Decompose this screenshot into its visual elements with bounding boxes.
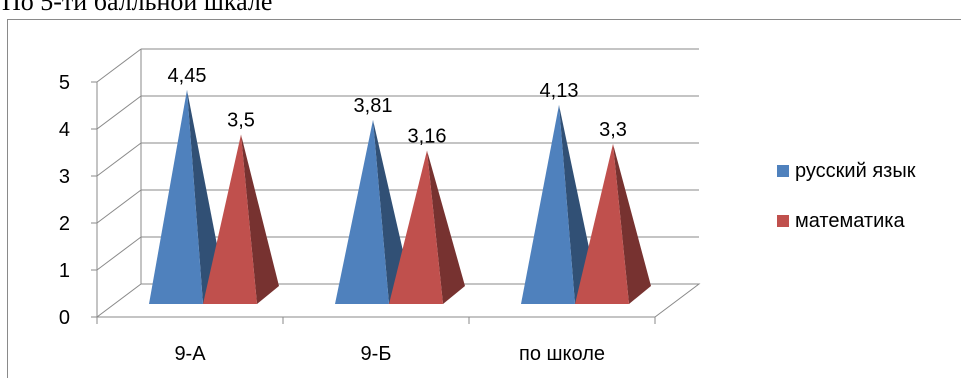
y-tick-label: 3 [59, 166, 70, 188]
y-tick-label: 5 [59, 72, 70, 94]
legend: русский язык математика [777, 157, 957, 257]
data-label: 4,45 [168, 65, 207, 87]
pyramid-side-face [427, 150, 465, 304]
pyramid-front-face [203, 134, 257, 304]
pyramid-front-face [149, 89, 203, 304]
data-label: 3,5 [227, 110, 255, 132]
y-tick-label: 0 [59, 307, 70, 329]
x-tick-label: по школе [519, 343, 605, 365]
gridline-diag [96, 95, 142, 130]
y-tick-label: 4 [59, 119, 70, 141]
legend-swatch-russian [777, 165, 789, 177]
legend-label-math: математика [795, 209, 905, 232]
y-tick-label: 2 [59, 213, 70, 235]
legend-label-russian: русский язык [795, 159, 916, 182]
x-tick-label: 9-А [174, 343, 206, 365]
legend-item-russian: русский язык [777, 157, 957, 185]
pyramid-front-face [335, 119, 389, 305]
chart-area [7, 19, 961, 378]
pyramid-side-face [241, 134, 279, 304]
data-label: 4,13 [540, 80, 579, 102]
y-tick-label: 1 [59, 260, 70, 282]
gridline-diag [96, 142, 142, 177]
gridline-diag [96, 48, 142, 83]
chart-heading: По 5-ти балльной шкале [2, 0, 273, 16]
data-label: 3,16 [408, 125, 447, 147]
data-label: 3,3 [599, 119, 627, 141]
pyramid-front-face [575, 143, 629, 304]
pyramid-side-face [613, 143, 651, 304]
data-label: 3,81 [354, 95, 393, 117]
legend-swatch-math [777, 215, 789, 227]
gridline-diag [96, 189, 142, 224]
legend-item-math: математика [777, 207, 957, 235]
pyramid-front-face [521, 104, 575, 304]
x-tick-label: 9-Б [361, 343, 392, 365]
gridline-diag [96, 236, 142, 271]
pyramid-front-face [389, 150, 443, 304]
